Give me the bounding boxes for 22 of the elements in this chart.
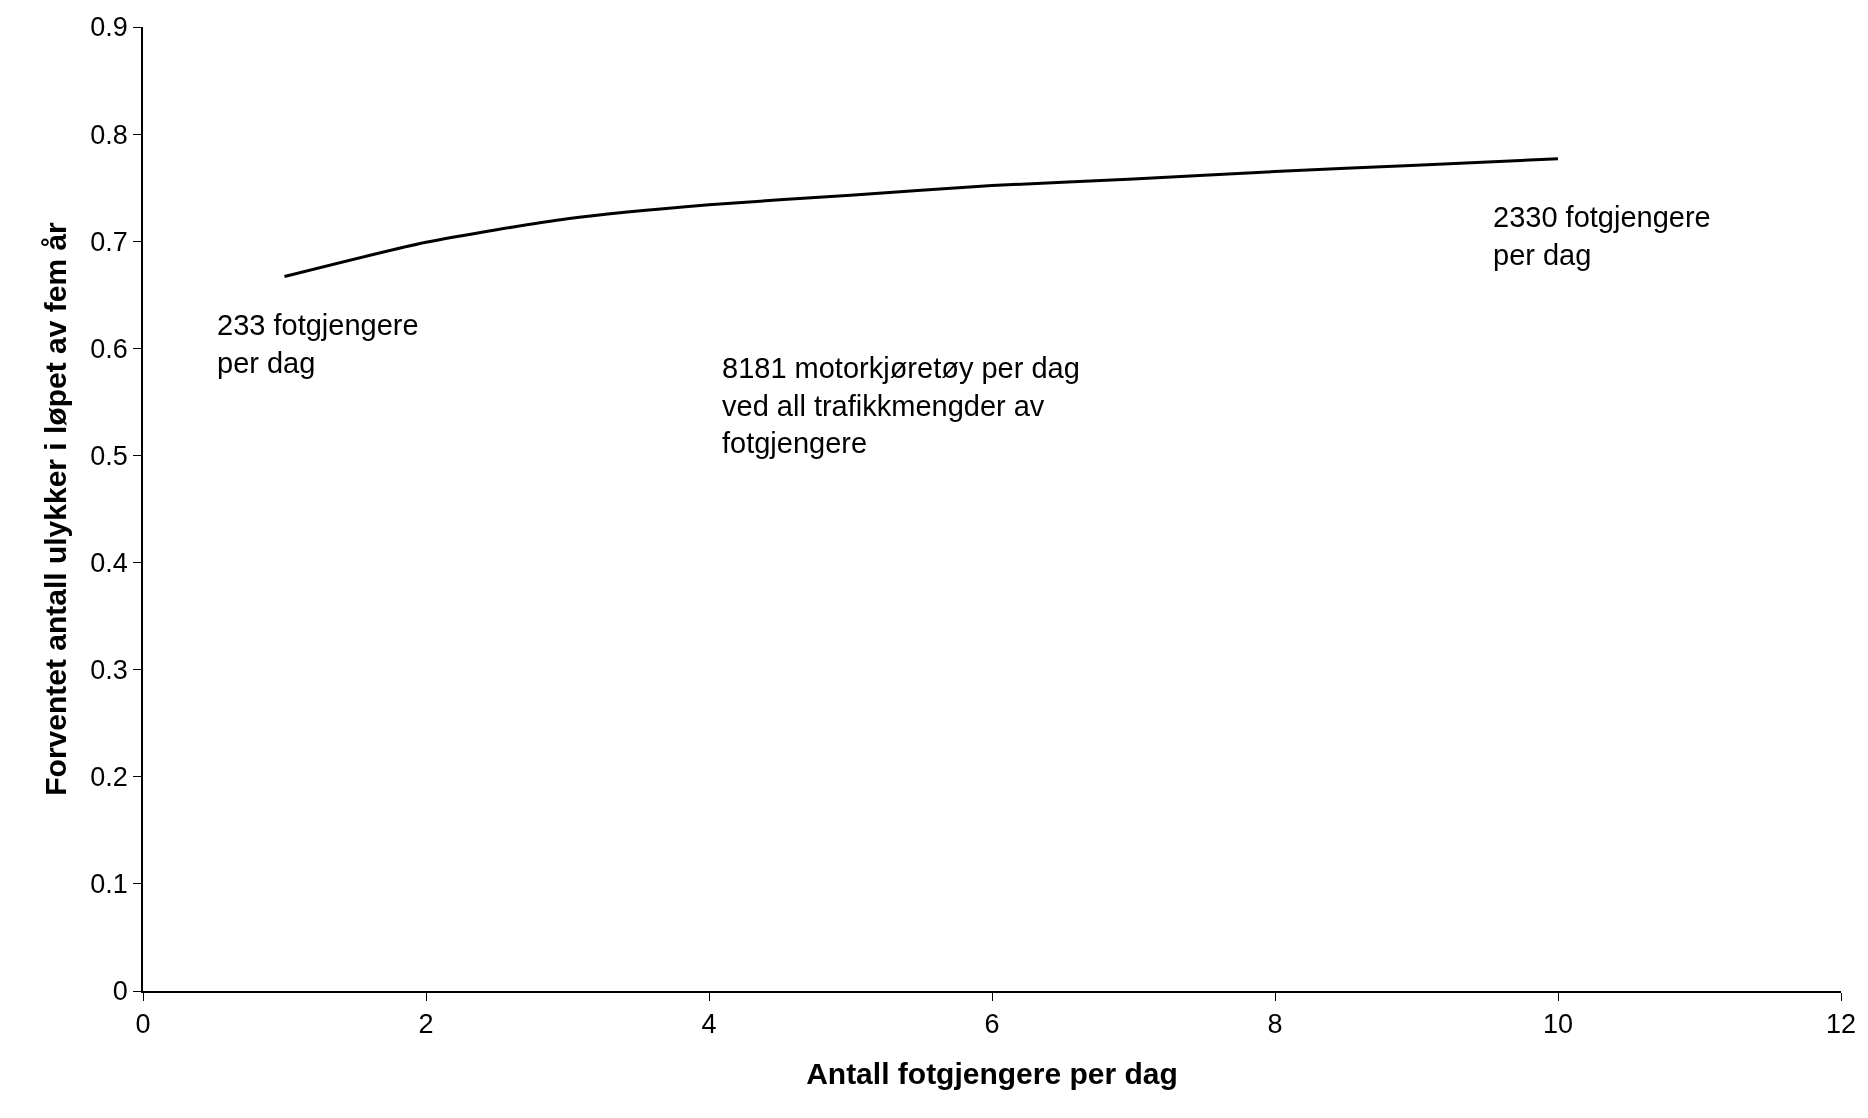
x-tick-label: 0 xyxy=(135,1009,151,1040)
y-tick-label: 0.9 xyxy=(90,12,128,43)
y-tick-label: 0.6 xyxy=(90,333,128,364)
annotation: 2330 fotgjengere per dag xyxy=(1493,201,1711,271)
x-tick-label: 6 xyxy=(984,1009,1000,1040)
y-axis-title: Forventet antall ulykker i løpet av fem år xyxy=(38,221,72,796)
annotation: 8181 motorkjøretøy per dag ved all trafikkmengder av fotgjengere xyxy=(722,352,1080,460)
x-tick-label: 4 xyxy=(701,1009,717,1040)
y-tick-label: 0.2 xyxy=(90,762,128,793)
x-tick-label: 8 xyxy=(1267,1009,1283,1040)
y-tick-label: 0.1 xyxy=(90,869,128,900)
annotation: 233 fotgjengere per dag xyxy=(217,309,419,379)
y-tick-label: 0.3 xyxy=(90,655,128,686)
y-tick-label: 0 xyxy=(112,976,128,1007)
y-tick-label: 0.7 xyxy=(90,226,128,257)
x-tick-label: 10 xyxy=(1542,1009,1574,1040)
y-tick-label: 0.4 xyxy=(90,548,128,579)
x-tick-label: 12 xyxy=(1825,1009,1857,1040)
y-tick-label: 0.8 xyxy=(90,119,128,150)
x-tick-label: 2 xyxy=(418,1009,434,1040)
x-axis-title: Antall fotgjengere per dag xyxy=(806,1057,1178,1091)
y-tick-label: 0.5 xyxy=(90,440,128,471)
